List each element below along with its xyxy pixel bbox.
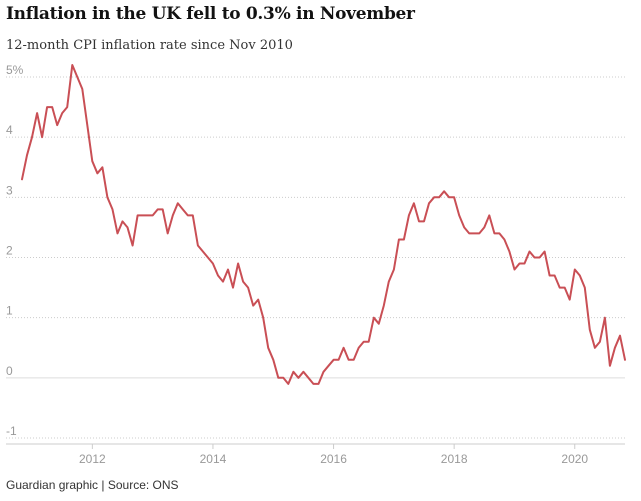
series-layer — [21, 64, 626, 385]
y-tick-label: 3 — [6, 183, 13, 197]
y-tick-label: -1 — [6, 424, 17, 438]
x-tick-label: 2020 — [561, 452, 588, 466]
y-tick-label: 0 — [6, 364, 13, 378]
x-axis: 2012 2014 2016 2018 2020 — [6, 443, 625, 466]
y-gridlines — [6, 76, 625, 439]
cpi-inflation-line — [21, 64, 626, 385]
source-credit: Guardian graphic | Source: ONS — [6, 478, 179, 492]
chart-subtitle: 12-month CPI inflation rate since Nov 20… — [6, 38, 293, 53]
y-tick-label: 1 — [6, 304, 13, 318]
x-tick-label: 2018 — [441, 452, 468, 466]
y-tick-label: 2 — [6, 244, 13, 258]
x-tick-label: 2012 — [79, 452, 106, 466]
y-axis-tick-labels: 5% 4 3 2 1 0 -1 — [6, 63, 24, 438]
x-tick-label: 2014 — [200, 452, 227, 466]
chart-title: Inflation in the UK fell to 0.3% in Nove… — [6, 4, 415, 24]
y-tick-label: 4 — [6, 123, 13, 137]
x-tick-label: 2016 — [320, 452, 347, 466]
y-tick-label: 5% — [6, 63, 24, 77]
